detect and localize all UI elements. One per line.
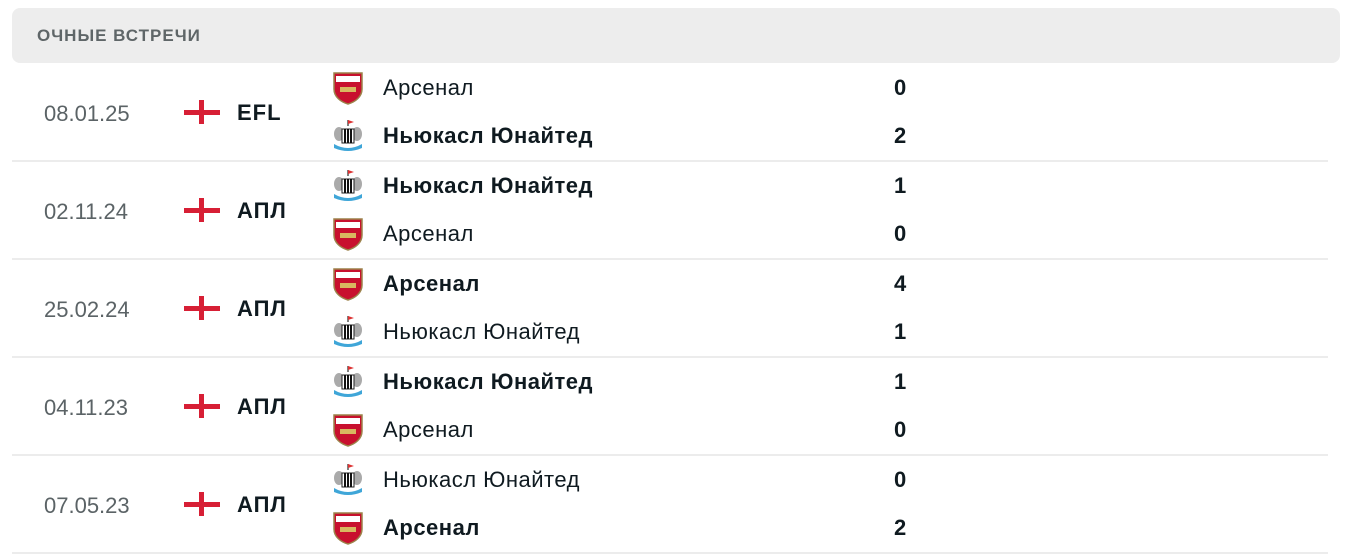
home-team[interactable]: Арсенал 0	[332, 67, 932, 107]
england-flag-icon	[184, 198, 220, 222]
arsenal-logo-icon	[332, 413, 364, 447]
league-name[interactable]: АПЛ	[237, 394, 287, 419]
team-name: Ньюкасл Юнайтед	[383, 319, 580, 344]
section-header: ОЧНЫЕ ВСТРЕЧИ	[12, 8, 1340, 63]
arsenal-logo-icon	[332, 217, 364, 251]
match-row[interactable]: 02.11.24 АПЛ Ньюкасл Юнайтед 1 Арсенал 0	[12, 162, 1328, 260]
league-name[interactable]: АПЛ	[237, 296, 287, 321]
match-date: 04.11.23	[44, 395, 129, 420]
team-score: 4	[894, 271, 907, 296]
away-team[interactable]: Арсенал 0	[332, 213, 932, 253]
england-flag-icon	[184, 394, 220, 418]
match-row[interactable]: 08.01.25 EFL Арсенал 0 Ньюкасл Юнайтед 2	[12, 64, 1328, 162]
team-score: 1	[894, 319, 907, 344]
team-name: Арсенал	[383, 221, 474, 246]
team-name: Ньюкасл Юнайтед	[383, 369, 593, 394]
team-score: 0	[894, 467, 907, 492]
team-score: 1	[894, 369, 907, 394]
home-team[interactable]: Ньюкасл Юнайтед 1	[332, 361, 932, 401]
match-date: 08.01.25	[44, 101, 130, 126]
newcastle-logo-icon	[332, 315, 364, 349]
newcastle-logo-icon	[332, 169, 364, 203]
team-name: Арсенал	[383, 515, 480, 540]
away-team[interactable]: Ньюкасл Юнайтед 2	[332, 115, 932, 155]
match-date: 02.11.24	[44, 199, 129, 224]
team-score: 0	[894, 221, 907, 246]
england-flag-icon	[184, 100, 220, 124]
arsenal-logo-icon	[332, 71, 364, 105]
newcastle-logo-icon	[332, 365, 364, 399]
arsenal-logo-icon	[332, 511, 364, 545]
home-team[interactable]: Арсенал 4	[332, 263, 932, 303]
team-score: 0	[894, 417, 907, 442]
team-score: 2	[894, 123, 907, 148]
away-team[interactable]: Арсенал 2	[332, 507, 932, 547]
league-name[interactable]: АПЛ	[237, 198, 287, 223]
match-row[interactable]: 07.05.23 АПЛ Ньюкасл Юнайтед 0 Арсенал 2	[12, 456, 1328, 554]
match-date: 25.02.24	[44, 297, 130, 322]
match-date: 07.05.23	[44, 493, 130, 518]
arsenal-logo-icon	[332, 267, 364, 301]
match-row[interactable]: 25.02.24 АПЛ Арсенал 4 Ньюкасл Юнайтед 1	[12, 260, 1328, 358]
away-team[interactable]: Ньюкасл Юнайтед 1	[332, 311, 932, 351]
team-name: Ньюкасл Юнайтед	[383, 467, 580, 492]
team-name: Арсенал	[383, 75, 474, 100]
league-name[interactable]: EFL	[237, 100, 282, 125]
team-score: 0	[894, 75, 907, 100]
team-name: Ньюкасл Юнайтед	[383, 123, 593, 148]
league-name[interactable]: АПЛ	[237, 492, 287, 517]
team-name: Арсенал	[383, 417, 474, 442]
team-name: Ньюкасл Юнайтед	[383, 173, 593, 198]
match-row[interactable]: 04.11.23 АПЛ Ньюкасл Юнайтед 1 Арсенал 0	[12, 358, 1328, 456]
england-flag-icon	[184, 492, 220, 516]
team-score: 1	[894, 173, 907, 198]
away-team[interactable]: Арсенал 0	[332, 409, 932, 449]
newcastle-logo-icon	[332, 119, 364, 153]
section-title: ОЧНЫЕ ВСТРЕЧИ	[37, 26, 201, 45]
home-team[interactable]: Ньюкасл Юнайтед 1	[332, 165, 932, 205]
home-team[interactable]: Ньюкасл Юнайтед 0	[332, 459, 932, 499]
newcastle-logo-icon	[332, 463, 364, 497]
team-score: 2	[894, 515, 907, 540]
england-flag-icon	[184, 296, 220, 320]
team-name: Арсенал	[383, 271, 480, 296]
